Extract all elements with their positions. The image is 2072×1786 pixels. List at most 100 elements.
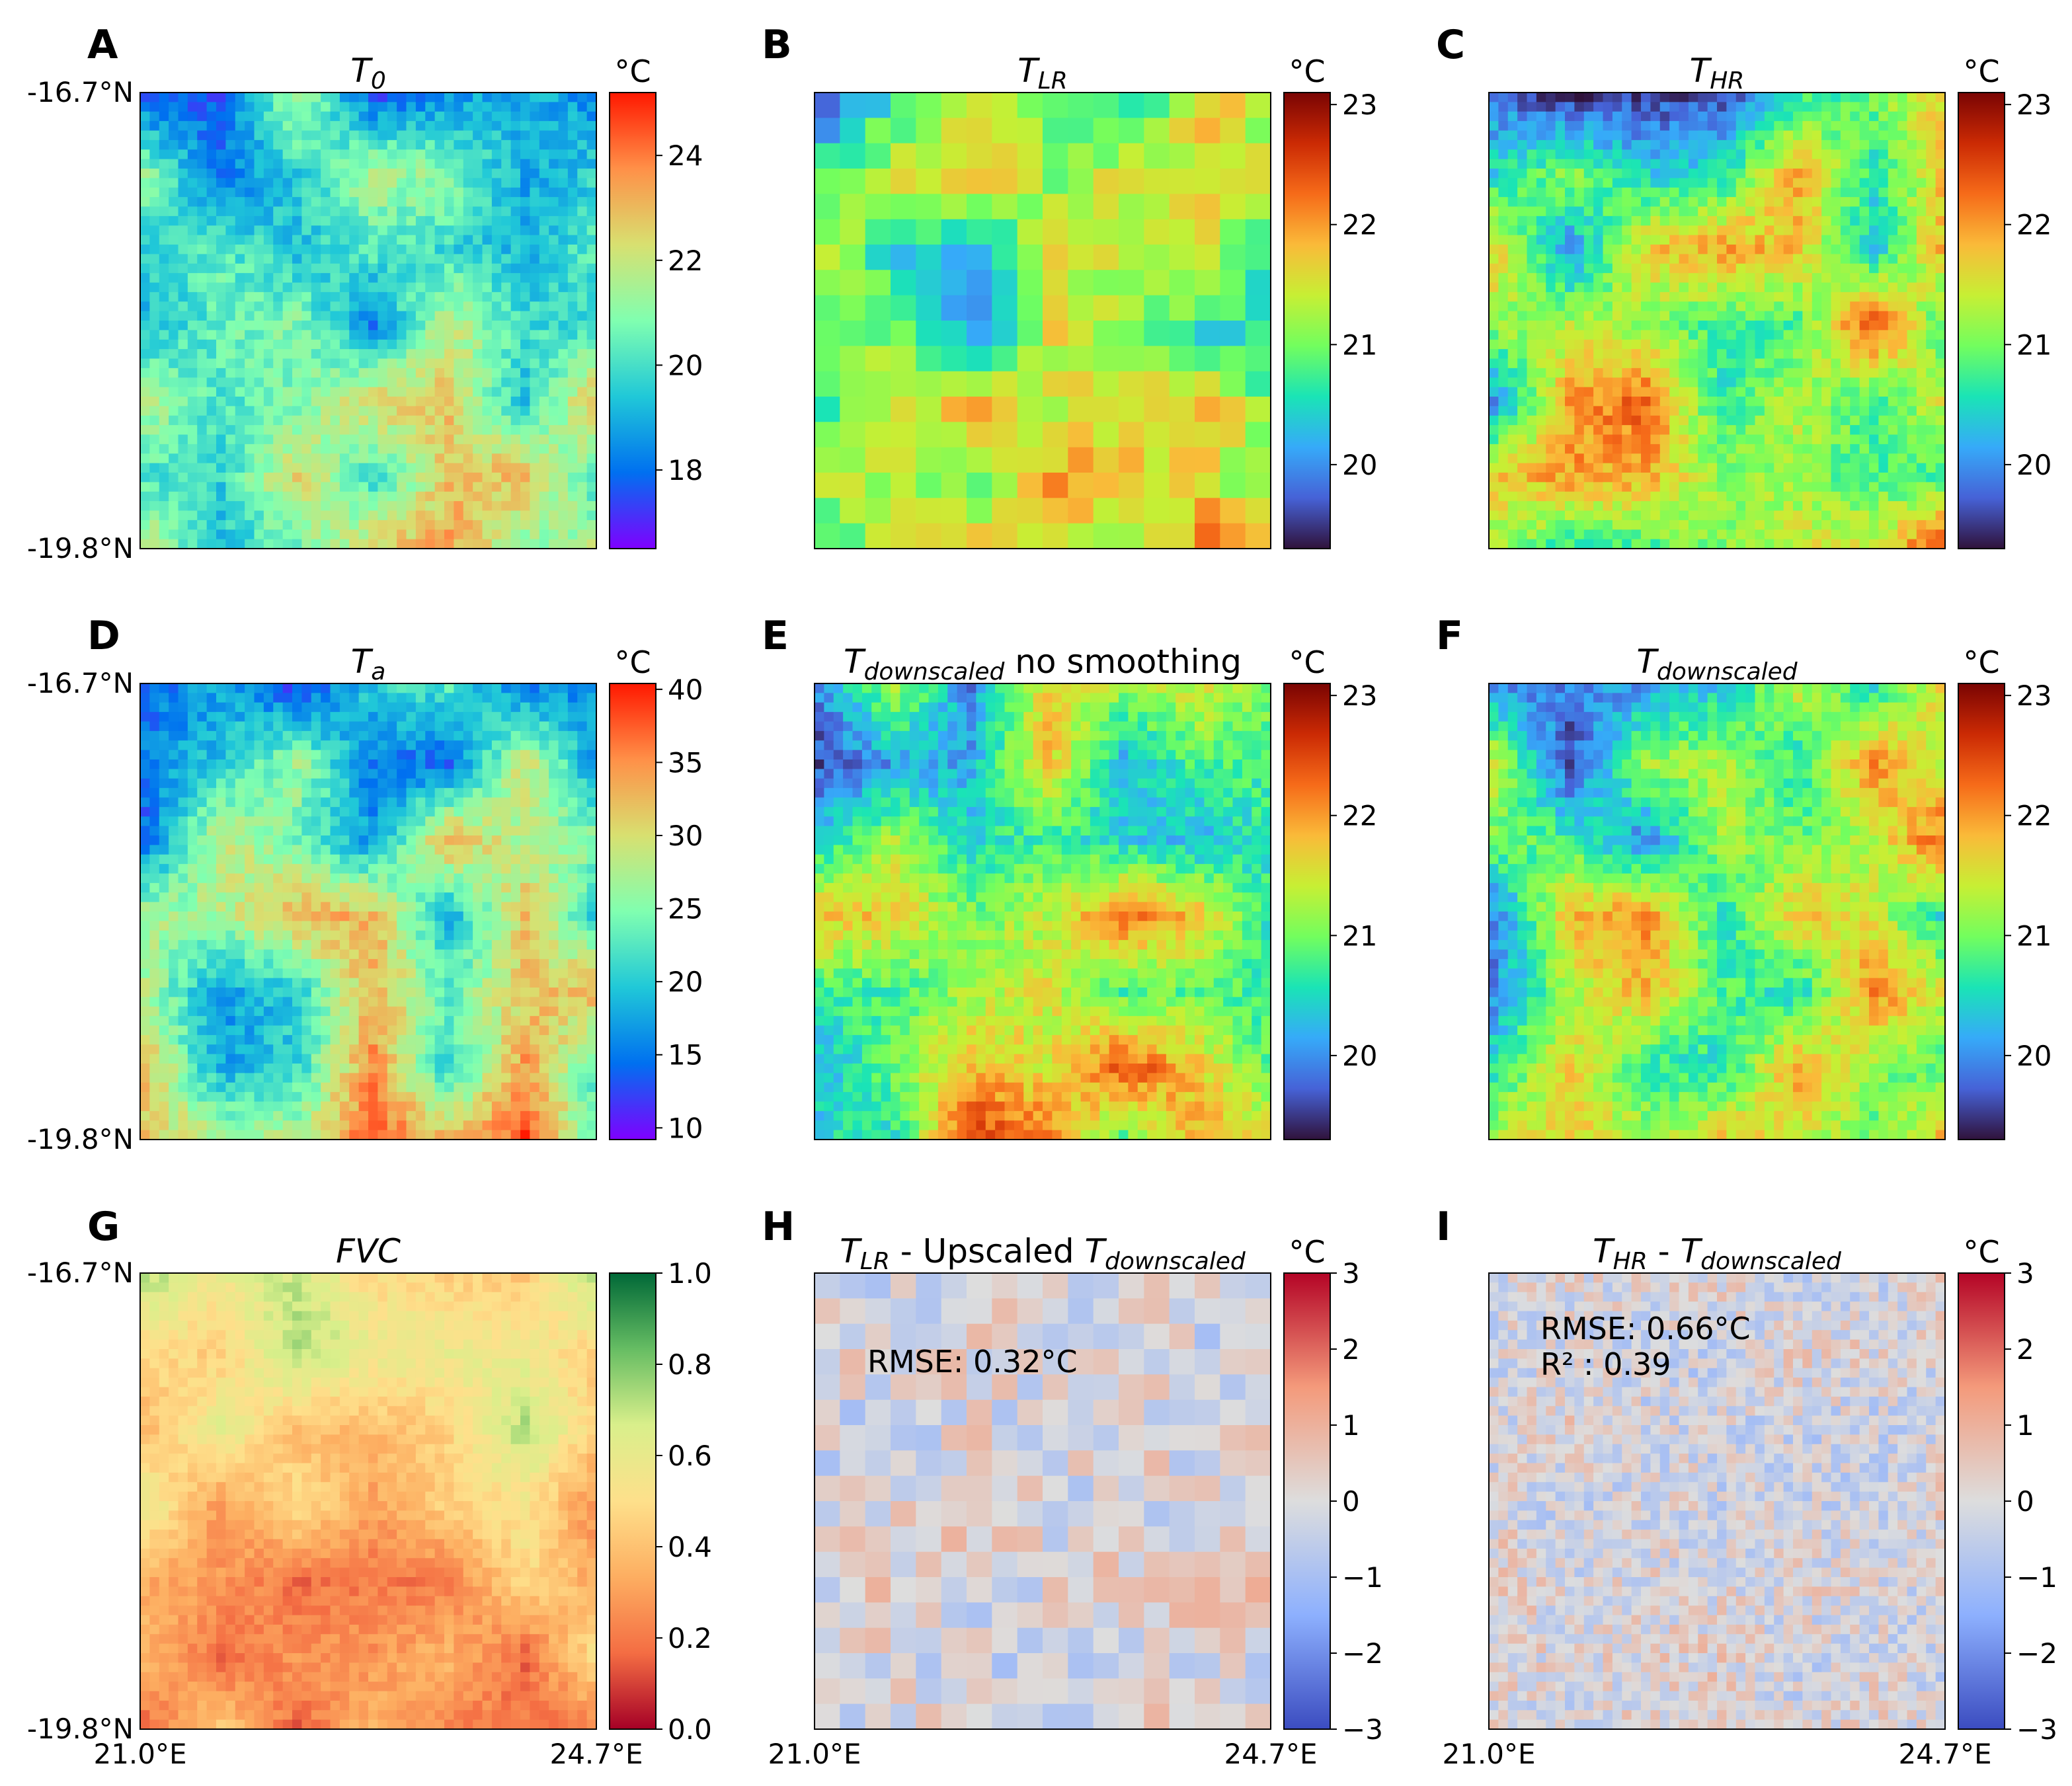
colorbar <box>609 92 657 549</box>
lat-label-top: -16.7°N <box>27 667 134 699</box>
lat-label-bottom: -19.8°N <box>27 532 134 564</box>
heatmap <box>140 1273 597 1730</box>
panel-C: C THR 20 21 22 23 °C <box>1436 22 2052 549</box>
colorbar-tick-label: 15 <box>668 1039 703 1071</box>
lat-label-top: -16.7°N <box>27 76 134 108</box>
colorbar-tick-label: −3 <box>1342 1713 1383 1746</box>
heatmap <box>140 683 597 1140</box>
panel-title: TLR - Upscaled Tdownscaled <box>840 1232 1246 1275</box>
map-frame <box>814 683 1271 1140</box>
lon-label-right: 24.7°E <box>549 1738 643 1770</box>
panel-title: T0 <box>350 52 385 95</box>
colorbar-tick-label: 3 <box>1342 1257 1360 1290</box>
colorbar-tick-label: −1 <box>1342 1561 1383 1594</box>
colorbar-unit: °C <box>1963 54 1999 89</box>
colorbar-tick-label: 2 <box>2016 1333 2034 1366</box>
colorbar-tick-label: 23 <box>2016 679 2052 712</box>
panel-letter: C <box>1436 22 1465 68</box>
panel-title: THR - Tdownscaled <box>1593 1232 1842 1275</box>
colorbar-tick-label: 40 <box>668 674 703 706</box>
lat-label-top: -16.7°N <box>27 1257 134 1289</box>
colorbar-tick-label: 21 <box>2016 329 2052 361</box>
colorbar-tick-label: −1 <box>2016 1561 2057 1594</box>
annotation: RMSE: 0.66°C <box>1540 1311 1751 1346</box>
colorbar-unit: °C <box>1963 1234 1999 1270</box>
colorbar-unit: °C <box>1289 644 1325 680</box>
panel-I: I THR - Tdownscaled −3 −2 −1 0 1 2 3 °C RMSE: 0.66… <box>1436 1204 2057 1770</box>
panel-title: TLR <box>1017 52 1068 95</box>
colorbar-tick-label: 20 <box>1342 1040 1377 1072</box>
colorbar-tick-label: 24 <box>668 139 703 172</box>
panel-G: G FVC 0.0 0.2 0.4 0.6 0.8 1.0 -16.7°N -19.8°N21.0… <box>27 1204 712 1770</box>
colorbar-tick-label: 3 <box>2016 1257 2034 1290</box>
lat-label-bottom: -19.8°N <box>27 1123 134 1155</box>
annotation: R² : 0.39 <box>1540 1346 1671 1382</box>
colorbar-tick-label: 2 <box>1342 1333 1360 1366</box>
panel-H: H TLR - Upscaled Tdownscaled −3 −2 −1 0 1 2 3 °C R… <box>762 1204 1383 1770</box>
heatmap <box>815 683 1271 1140</box>
colorbar-tick-label: 21 <box>1342 329 1377 361</box>
colorbar-tick-label: 20 <box>668 966 703 998</box>
colorbar-tick-label: 35 <box>668 746 703 779</box>
colorbar-tick-label: 1.0 <box>668 1257 712 1290</box>
map-frame <box>139 683 597 1140</box>
panel-title: Tdownscaled <box>1636 642 1798 685</box>
colorbar-unit: °C <box>1289 54 1325 89</box>
colorbar <box>1283 1272 1331 1730</box>
heatmap <box>1489 683 1946 1140</box>
colorbar-unit: °C <box>1289 1234 1325 1270</box>
map-frame <box>814 1272 1271 1730</box>
panel-letter: A <box>87 22 118 68</box>
colorbar-tick-label: 21 <box>2016 919 2052 952</box>
colorbar-tick-label: 0 <box>2016 1485 2034 1518</box>
panel-D: D Ta 10 15 20 25 30 35 40 °C -16.7°N -19.8°N <box>27 613 703 1155</box>
colorbar-unit: °C <box>614 54 651 89</box>
heatmap <box>140 93 597 549</box>
colorbar <box>1283 683 1331 1140</box>
map-frame <box>1488 683 1946 1140</box>
colorbar-unit: °C <box>1963 644 1999 680</box>
heatmap <box>815 1273 1271 1730</box>
panel-letter: G <box>87 1204 120 1250</box>
colorbar-tick-label: 20 <box>1342 449 1377 481</box>
colorbar-tick-label: −2 <box>2016 1637 2057 1670</box>
colorbar-tick-label: 0.8 <box>668 1348 712 1381</box>
map-frame <box>1488 92 1946 549</box>
map-frame <box>1488 1272 1946 1730</box>
colorbar-tick-label: 0.6 <box>668 1440 712 1472</box>
panel-title: Tdownscaled no smoothing <box>844 642 1242 685</box>
heatmap <box>1489 93 1946 549</box>
colorbar-tick-label: 23 <box>1342 89 1377 121</box>
lon-label-right: 24.7°E <box>1224 1738 1317 1770</box>
colorbar-tick-label: −3 <box>2016 1713 2057 1746</box>
colorbar-tick-label: 1 <box>1342 1409 1360 1442</box>
colorbar-tick-label: 21 <box>1342 919 1377 952</box>
colorbar-tick-label: 23 <box>1342 679 1377 712</box>
colorbar <box>1958 92 2005 549</box>
colorbar-tick-label: 1 <box>2016 1409 2034 1442</box>
lon-label-left: 21.0°E <box>93 1738 186 1770</box>
panel-letter: B <box>762 22 792 68</box>
panel-letter: H <box>762 1204 795 1250</box>
colorbar <box>609 683 657 1140</box>
map-frame <box>139 1272 597 1730</box>
colorbar-tick-label: 22 <box>668 245 703 277</box>
colorbar-tick-label: 22 <box>2016 209 2052 241</box>
panel-title: Ta <box>351 642 386 685</box>
panel-A: A T0 18 20 22 24 °C -16.7°N -19.8°N <box>27 22 703 564</box>
colorbar-tick-label: 0.2 <box>668 1622 712 1654</box>
panel-title: FVC <box>336 1232 401 1270</box>
panel-F: F Tdownscaled 20 21 22 23 °C <box>1436 613 2052 1140</box>
panel-B: B TLR 20 21 22 23 °C <box>762 22 1377 549</box>
panel-letter: I <box>1436 1204 1451 1250</box>
heatmap <box>815 93 1271 549</box>
colorbar-tick-label: 22 <box>1342 800 1377 832</box>
colorbar-tick-label: 22 <box>1342 209 1377 241</box>
heatmap <box>1489 1273 1946 1730</box>
panel-title: THR <box>1690 52 1745 95</box>
colorbar-tick-label: 30 <box>668 820 703 852</box>
annotation: RMSE: 0.32°C <box>867 1344 1078 1379</box>
colorbar-tick-label: 10 <box>668 1112 703 1144</box>
lon-label-right: 24.7°E <box>1898 1738 1991 1770</box>
